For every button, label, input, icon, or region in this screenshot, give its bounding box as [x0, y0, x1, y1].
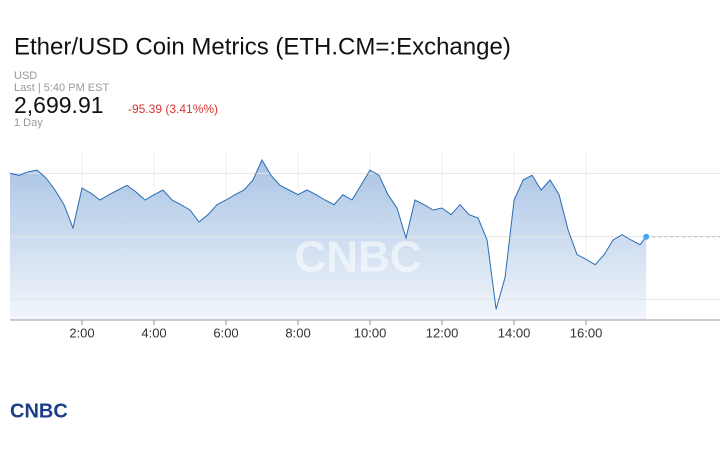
price: 2,699.91 [14, 92, 104, 118]
watermark: CNBC [294, 233, 421, 282]
range: 1 Day [14, 117, 43, 129]
last-point [643, 233, 650, 240]
last-time: Last | 5:40 PM EST [14, 82, 109, 94]
x-tick-label: 16:00 [570, 325, 603, 340]
x-tick-label: 12:00 [426, 325, 459, 340]
x-tick-label: 8:00 [285, 325, 310, 340]
x-tick-label: 10:00 [354, 325, 387, 340]
logo: CNBC [10, 400, 68, 422]
currency: USD [14, 70, 37, 82]
area [10, 160, 647, 320]
title: Ether/USD Coin Metrics (ETH.CM=:Exchange… [14, 33, 511, 60]
x-tick-label: 2:00 [69, 325, 94, 340]
x-tick-label: 14:00 [498, 325, 531, 340]
line [9, 158, 647, 310]
x-tick-label: 4:00 [141, 325, 166, 340]
change: -95.39 (3.41%%) [128, 102, 218, 116]
x-tick-label: 6:00 [213, 325, 238, 340]
